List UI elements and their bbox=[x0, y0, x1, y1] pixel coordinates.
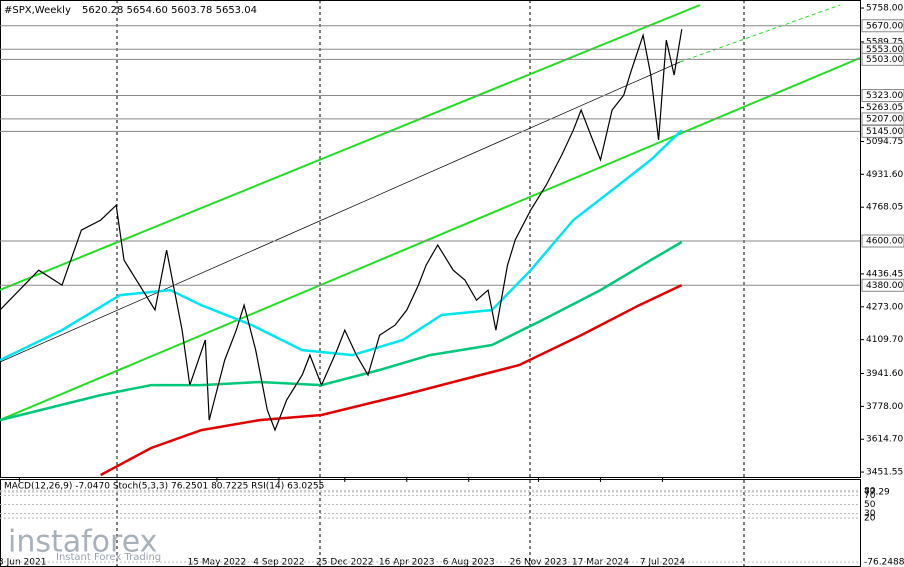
level-label: 4600.00 bbox=[866, 237, 903, 247]
level-box bbox=[861, 89, 904, 103]
moving-average bbox=[100, 283, 683, 477]
level-label: 5553.00 bbox=[866, 45, 903, 55]
level-label: 5670.00 bbox=[866, 21, 903, 31]
y-tick-label: 4109.70 bbox=[866, 335, 903, 345]
y-tick-label: 3451.55 bbox=[866, 468, 903, 478]
y-tick-label: 5758.00 bbox=[866, 4, 903, 14]
y-tick-label: 5589.75 bbox=[866, 37, 903, 47]
channel-mid bbox=[0, 61, 681, 363]
level-box bbox=[861, 52, 904, 66]
y-tick-label: 3778.00 bbox=[866, 402, 903, 412]
y-tick-label: 4436.45 bbox=[866, 269, 903, 279]
channel bbox=[0, 4, 861, 421]
level-box bbox=[861, 278, 904, 292]
indicator-tick-label: 30 bbox=[864, 509, 876, 519]
y-tick-label: 4273.00 bbox=[866, 302, 903, 312]
period-separators bbox=[116, 0, 745, 567]
level-label: 5207.00 bbox=[866, 114, 903, 124]
level-box bbox=[861, 19, 904, 33]
y-tick-label: 4931.60 bbox=[866, 170, 903, 180]
symbol: #SPX,Weekly bbox=[4, 5, 71, 16]
indicator-tick-label: 77.29 bbox=[864, 488, 890, 498]
moving-average bbox=[0, 240, 683, 422]
y-tick-label: 5263.05 bbox=[866, 103, 903, 113]
x-tick-label: 4 Sep 2022 bbox=[253, 558, 304, 567]
indicator-tick-label: -76.2488 bbox=[864, 558, 904, 567]
y-tick-label: 5094.75 bbox=[866, 137, 903, 147]
x-tick-label: 13 Jun 2021 bbox=[0, 558, 46, 567]
indicator-header: MACD(12,26,9) -7.0470 Stoch(5,3,3) 76.25… bbox=[4, 482, 324, 492]
price-line bbox=[0, 29, 683, 432]
watermark: instaforex bbox=[8, 525, 157, 560]
level-label: 4380.00 bbox=[866, 281, 903, 291]
channel-mid-extension bbox=[679, 4, 841, 63]
level-box bbox=[861, 234, 904, 248]
x-tick-label: 7 Jul 2024 bbox=[640, 558, 685, 567]
indicator-tick-label: 20 bbox=[864, 514, 876, 524]
y-tick-label: 3941.60 bbox=[866, 369, 903, 379]
level-label: 5503.00 bbox=[866, 55, 903, 65]
channel-bottom bbox=[0, 57, 861, 421]
moving-average bbox=[0, 129, 683, 362]
channel-top bbox=[0, 4, 701, 291]
y-tick-label: 4768.05 bbox=[866, 203, 903, 213]
y-tick-label: 3614.70 bbox=[866, 435, 903, 445]
watermark-sub: Instant Forex Trading bbox=[56, 552, 161, 563]
price-panel bbox=[0, 0, 861, 478]
indicator-tick-label: 50 bbox=[864, 500, 876, 510]
indicator-tick-label: 70 bbox=[864, 491, 876, 501]
level-label: 5145.00 bbox=[866, 127, 903, 137]
level-box bbox=[861, 124, 904, 138]
indicator-tick-label: 80 bbox=[864, 486, 876, 496]
x-tick-label: 26 Nov 2023 bbox=[510, 558, 568, 567]
x-tick-label: 16 Apr 2023 bbox=[379, 558, 435, 567]
level-label: 5323.00 bbox=[866, 91, 903, 101]
ohlc: 5620.28 5654.60 5603.78 5653.04 bbox=[82, 5, 257, 16]
